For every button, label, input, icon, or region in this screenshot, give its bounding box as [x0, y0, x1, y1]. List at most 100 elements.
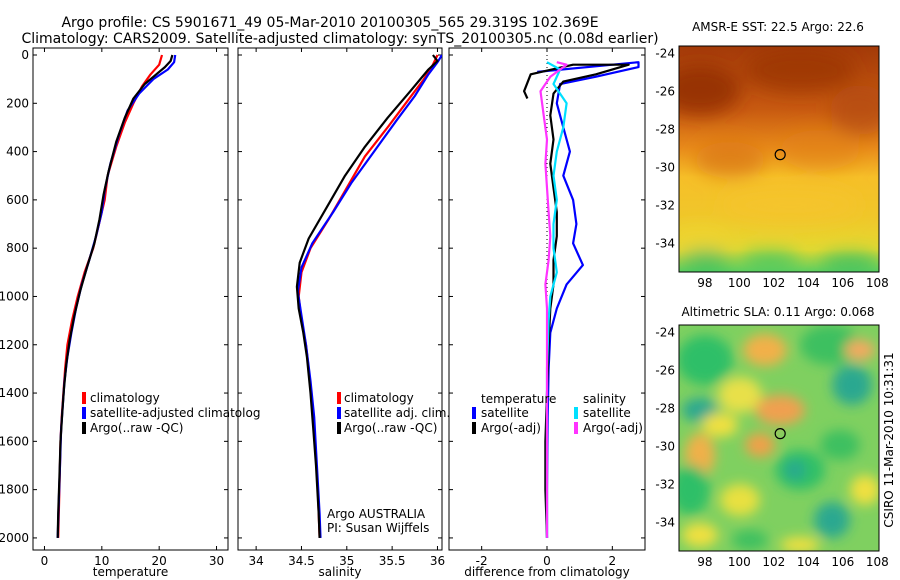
legend-label-temp-satellite: satellite [481, 406, 529, 420]
y-tick-label: 1000 [0, 289, 29, 303]
legend-swatch-sal-satellite [574, 407, 578, 419]
x-tick-label: 0 [543, 554, 551, 568]
legend-group-temperature: temperature [481, 392, 556, 406]
x-axis-label: difference from climatology [464, 565, 630, 579]
sla-map-field [679, 325, 879, 551]
timestamp-label: CSIRO 11-Mar-2010 10:31:31 [882, 352, 896, 527]
sst-map-field [679, 46, 879, 272]
salinity-legend: climatology satellite adj. clim. Argo(..… [337, 391, 450, 435]
legend-swatch-sal-argo [574, 422, 578, 434]
argo-position-marker [774, 428, 786, 440]
legend-swatch-argo [337, 422, 341, 434]
figure-title-line1: Argo profile: CS 5901671_49 05-Mar-2010 … [61, 15, 598, 31]
x-tick-label: 10 [94, 554, 109, 568]
sla-map: Altimetric SLA: 0.11 Argo: 0.068 [678, 305, 880, 552]
y-tick-label: 0 [21, 48, 29, 62]
map-y-tick-label: -24 [655, 47, 675, 61]
x-tick-label: 2 [609, 554, 617, 568]
series-group [56, 54, 177, 538]
legend-label-argo: Argo(..raw -QC) [90, 421, 183, 435]
sst-map: AMSR-E SST: 22.5 Argo: 22.6 [678, 20, 880, 273]
x-axis-label: salinity [318, 565, 361, 579]
legend-swatch-climatology [337, 392, 341, 404]
x-tick-label: 0 [41, 554, 49, 568]
series-line-satellite-adj-clim [296, 54, 442, 538]
sst-map-frame [678, 45, 880, 273]
x-tick-label: 36 [430, 554, 445, 568]
map-y-tick-label: -26 [655, 85, 675, 99]
map-y-tick-label: -32 [655, 478, 675, 492]
legend-label-satellite: satellite adj. clim. [344, 406, 450, 420]
y-tick-label: 400 [6, 145, 29, 159]
series-line-salinity-argo-adj [539, 61, 568, 538]
pi-label: PI: Susan Wijffels [327, 521, 429, 535]
legend-group-salinity: salinity [583, 392, 626, 406]
x-axis-label: temperature [93, 565, 168, 579]
legend-swatch-temp-satellite [472, 407, 476, 419]
legend-label-temp-argo: Argo(-adj) [481, 421, 541, 435]
x-tick-label: 34.5 [288, 554, 315, 568]
legend-swatch-satellite [82, 407, 86, 419]
salinity-panel-frame [237, 47, 443, 551]
map-x-tick-label: 100 [728, 555, 751, 569]
y-tick-label: 1800 [0, 483, 29, 497]
x-tick-label: 34 [248, 554, 263, 568]
legend-label-sal-satellite: satellite [583, 406, 631, 420]
series-line-argo-raw-qc [295, 54, 439, 538]
y-tick-label: 1400 [0, 386, 29, 400]
y-tick-label: 800 [6, 241, 29, 255]
legend-label-argo: Argo(..raw -QC) [344, 421, 437, 435]
series-layer [56, 54, 640, 538]
sst-map-title: AMSR-E SST: 22.5 Argo: 22.6 [692, 20, 864, 34]
map-x-tick-label: 98 [697, 276, 712, 290]
map-y-tick-label: -30 [655, 440, 675, 454]
map-y-tick-label: -34 [655, 237, 675, 251]
legend-label-sal-argo: Argo(-adj) [583, 421, 643, 435]
map-y-tick-label: -26 [655, 364, 675, 378]
map-y-tick-label: -28 [655, 402, 675, 416]
map-x-tick-label: 108 [866, 276, 889, 290]
y-tick-label: 600 [6, 193, 29, 207]
y-tick-label: 1200 [0, 338, 29, 352]
legend-label-climatology: climatology [344, 391, 414, 405]
map-x-tick-label: 104 [797, 276, 820, 290]
legend-swatch-argo [82, 422, 86, 434]
x-tick-label: 35 [339, 554, 354, 568]
map-y-tick-label: -32 [655, 199, 675, 213]
map-x-tick-label: 102 [762, 555, 785, 569]
map-x-tick-label: 106 [831, 555, 854, 569]
legend-swatch-satellite [337, 407, 341, 419]
map-x-tick-label: 100 [728, 276, 751, 290]
figure-title-line2: Climatology: CARS2009. Satellite-adjuste… [21, 31, 658, 47]
institution-label: Argo AUSTRALIA [327, 507, 426, 521]
y-tick-label: 1600 [0, 434, 29, 448]
legend-label-satellite: satellite-adjusted climatolog [90, 406, 260, 420]
map-y-tick-label: -24 [655, 326, 675, 340]
y-tick-label: 200 [6, 96, 29, 110]
series-group [522, 61, 640, 538]
map-x-tick-label: 98 [697, 555, 712, 569]
x-tick-label: -2 [476, 554, 488, 568]
axes-layer: 0 10 20 30temperature0200400600800100012001… [0, 47, 889, 579]
sla-map-frame [678, 324, 880, 552]
map-x-tick-label: 106 [831, 276, 854, 290]
x-tick-label: 20 [152, 554, 167, 568]
sla-map-title: Altimetric SLA: 0.11 Argo: 0.068 [681, 305, 874, 319]
temperature-legend: climatology satellite-adjusted climatolo… [82, 391, 260, 435]
map-y-tick-label: -28 [655, 123, 675, 137]
temperature-panel-frame [32, 47, 229, 551]
legend-swatch-temp-argo [472, 422, 476, 434]
x-tick-label: 35.5 [379, 554, 406, 568]
map-x-tick-label: 102 [762, 276, 785, 290]
map-y-tick-label: -34 [655, 516, 675, 530]
map-x-tick-label: 104 [797, 555, 820, 569]
series-group [295, 54, 442, 538]
difference-legend: temperature satellite Argo(-adj) salinit… [472, 392, 643, 435]
x-tick-label: 30 [209, 554, 224, 568]
argo-position-marker [774, 149, 786, 161]
legend-swatch-climatology [82, 392, 86, 404]
map-y-tick-label: -30 [655, 161, 675, 175]
map-x-tick-label: 108 [866, 555, 889, 569]
series-line-argo-raw-qc [56, 54, 174, 538]
